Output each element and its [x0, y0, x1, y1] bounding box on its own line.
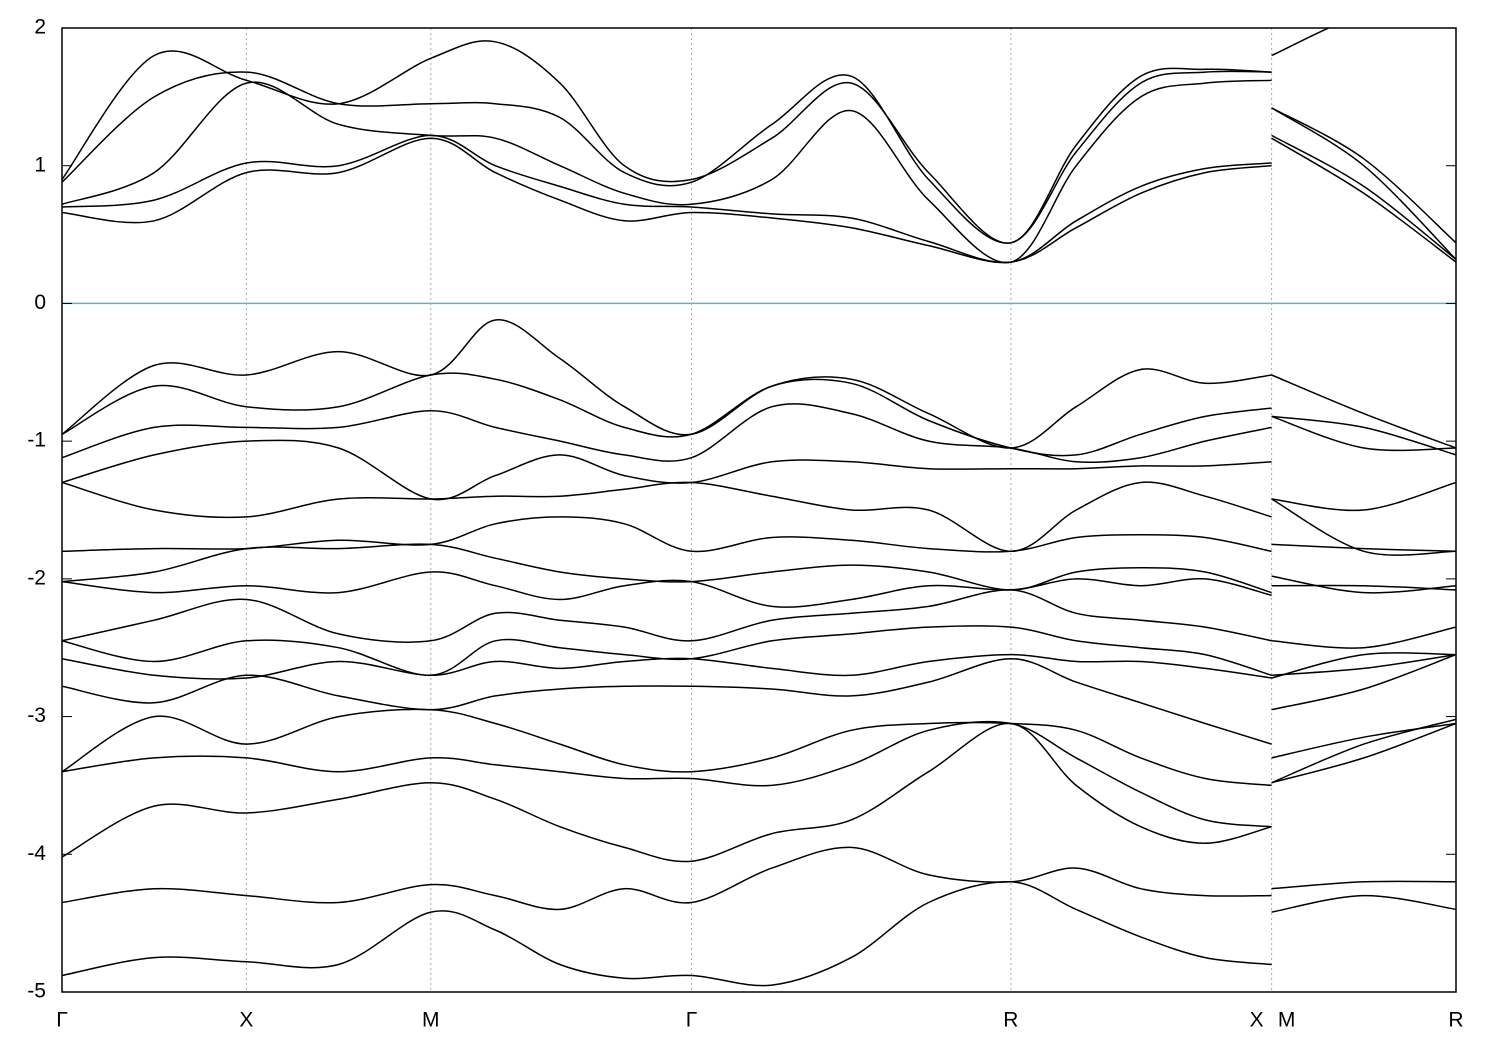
band-line — [62, 653, 1456, 745]
x-tick-label: Γ — [686, 1009, 698, 1032]
band-line — [62, 137, 1456, 264]
band-line — [62, 543, 1456, 594]
band-line — [62, 28, 1331, 244]
y-tick-label: 2 — [34, 16, 46, 39]
band-line — [62, 403, 1456, 464]
band-line — [62, 722, 1456, 863]
band-line — [62, 319, 1456, 449]
x-tick-label: M — [1278, 1009, 1296, 1032]
x-tick-label: X — [1250, 1009, 1264, 1032]
y-tick-label: -5 — [27, 980, 46, 1003]
y-tick-label: -2 — [27, 566, 46, 589]
band-line — [62, 625, 1456, 679]
band-line — [62, 79, 1456, 264]
band-line — [62, 589, 1456, 649]
band-line — [62, 372, 1456, 457]
band-line — [62, 439, 1456, 512]
band-line — [62, 708, 1456, 787]
band-line — [62, 481, 1456, 556]
x-tick-label: M — [422, 1009, 440, 1032]
x-tick-label: R — [1448, 1009, 1463, 1032]
y-tick-label: 0 — [34, 291, 46, 314]
band-line — [62, 571, 1456, 608]
x-tick-label: R — [1003, 1009, 1018, 1032]
band-line — [62, 846, 1456, 911]
y-tick-label: 1 — [34, 153, 46, 176]
band-line — [62, 70, 1456, 244]
x-tick-label: Γ — [56, 1009, 68, 1032]
y-tick-label: -4 — [27, 842, 46, 865]
band-line — [62, 718, 1456, 828]
y-tick-label: -1 — [27, 429, 46, 452]
y-tick-label: -3 — [27, 704, 46, 727]
x-tick-label: X — [239, 1009, 253, 1032]
band-line — [62, 653, 1456, 680]
plot-frame — [61, 27, 1457, 993]
band-line — [62, 134, 1456, 264]
band-line — [62, 881, 1456, 987]
band-line — [62, 516, 1456, 553]
